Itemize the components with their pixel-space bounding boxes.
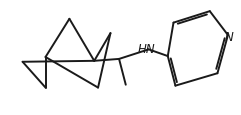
Text: N: N bbox=[225, 31, 233, 44]
Text: HN: HN bbox=[138, 43, 156, 55]
